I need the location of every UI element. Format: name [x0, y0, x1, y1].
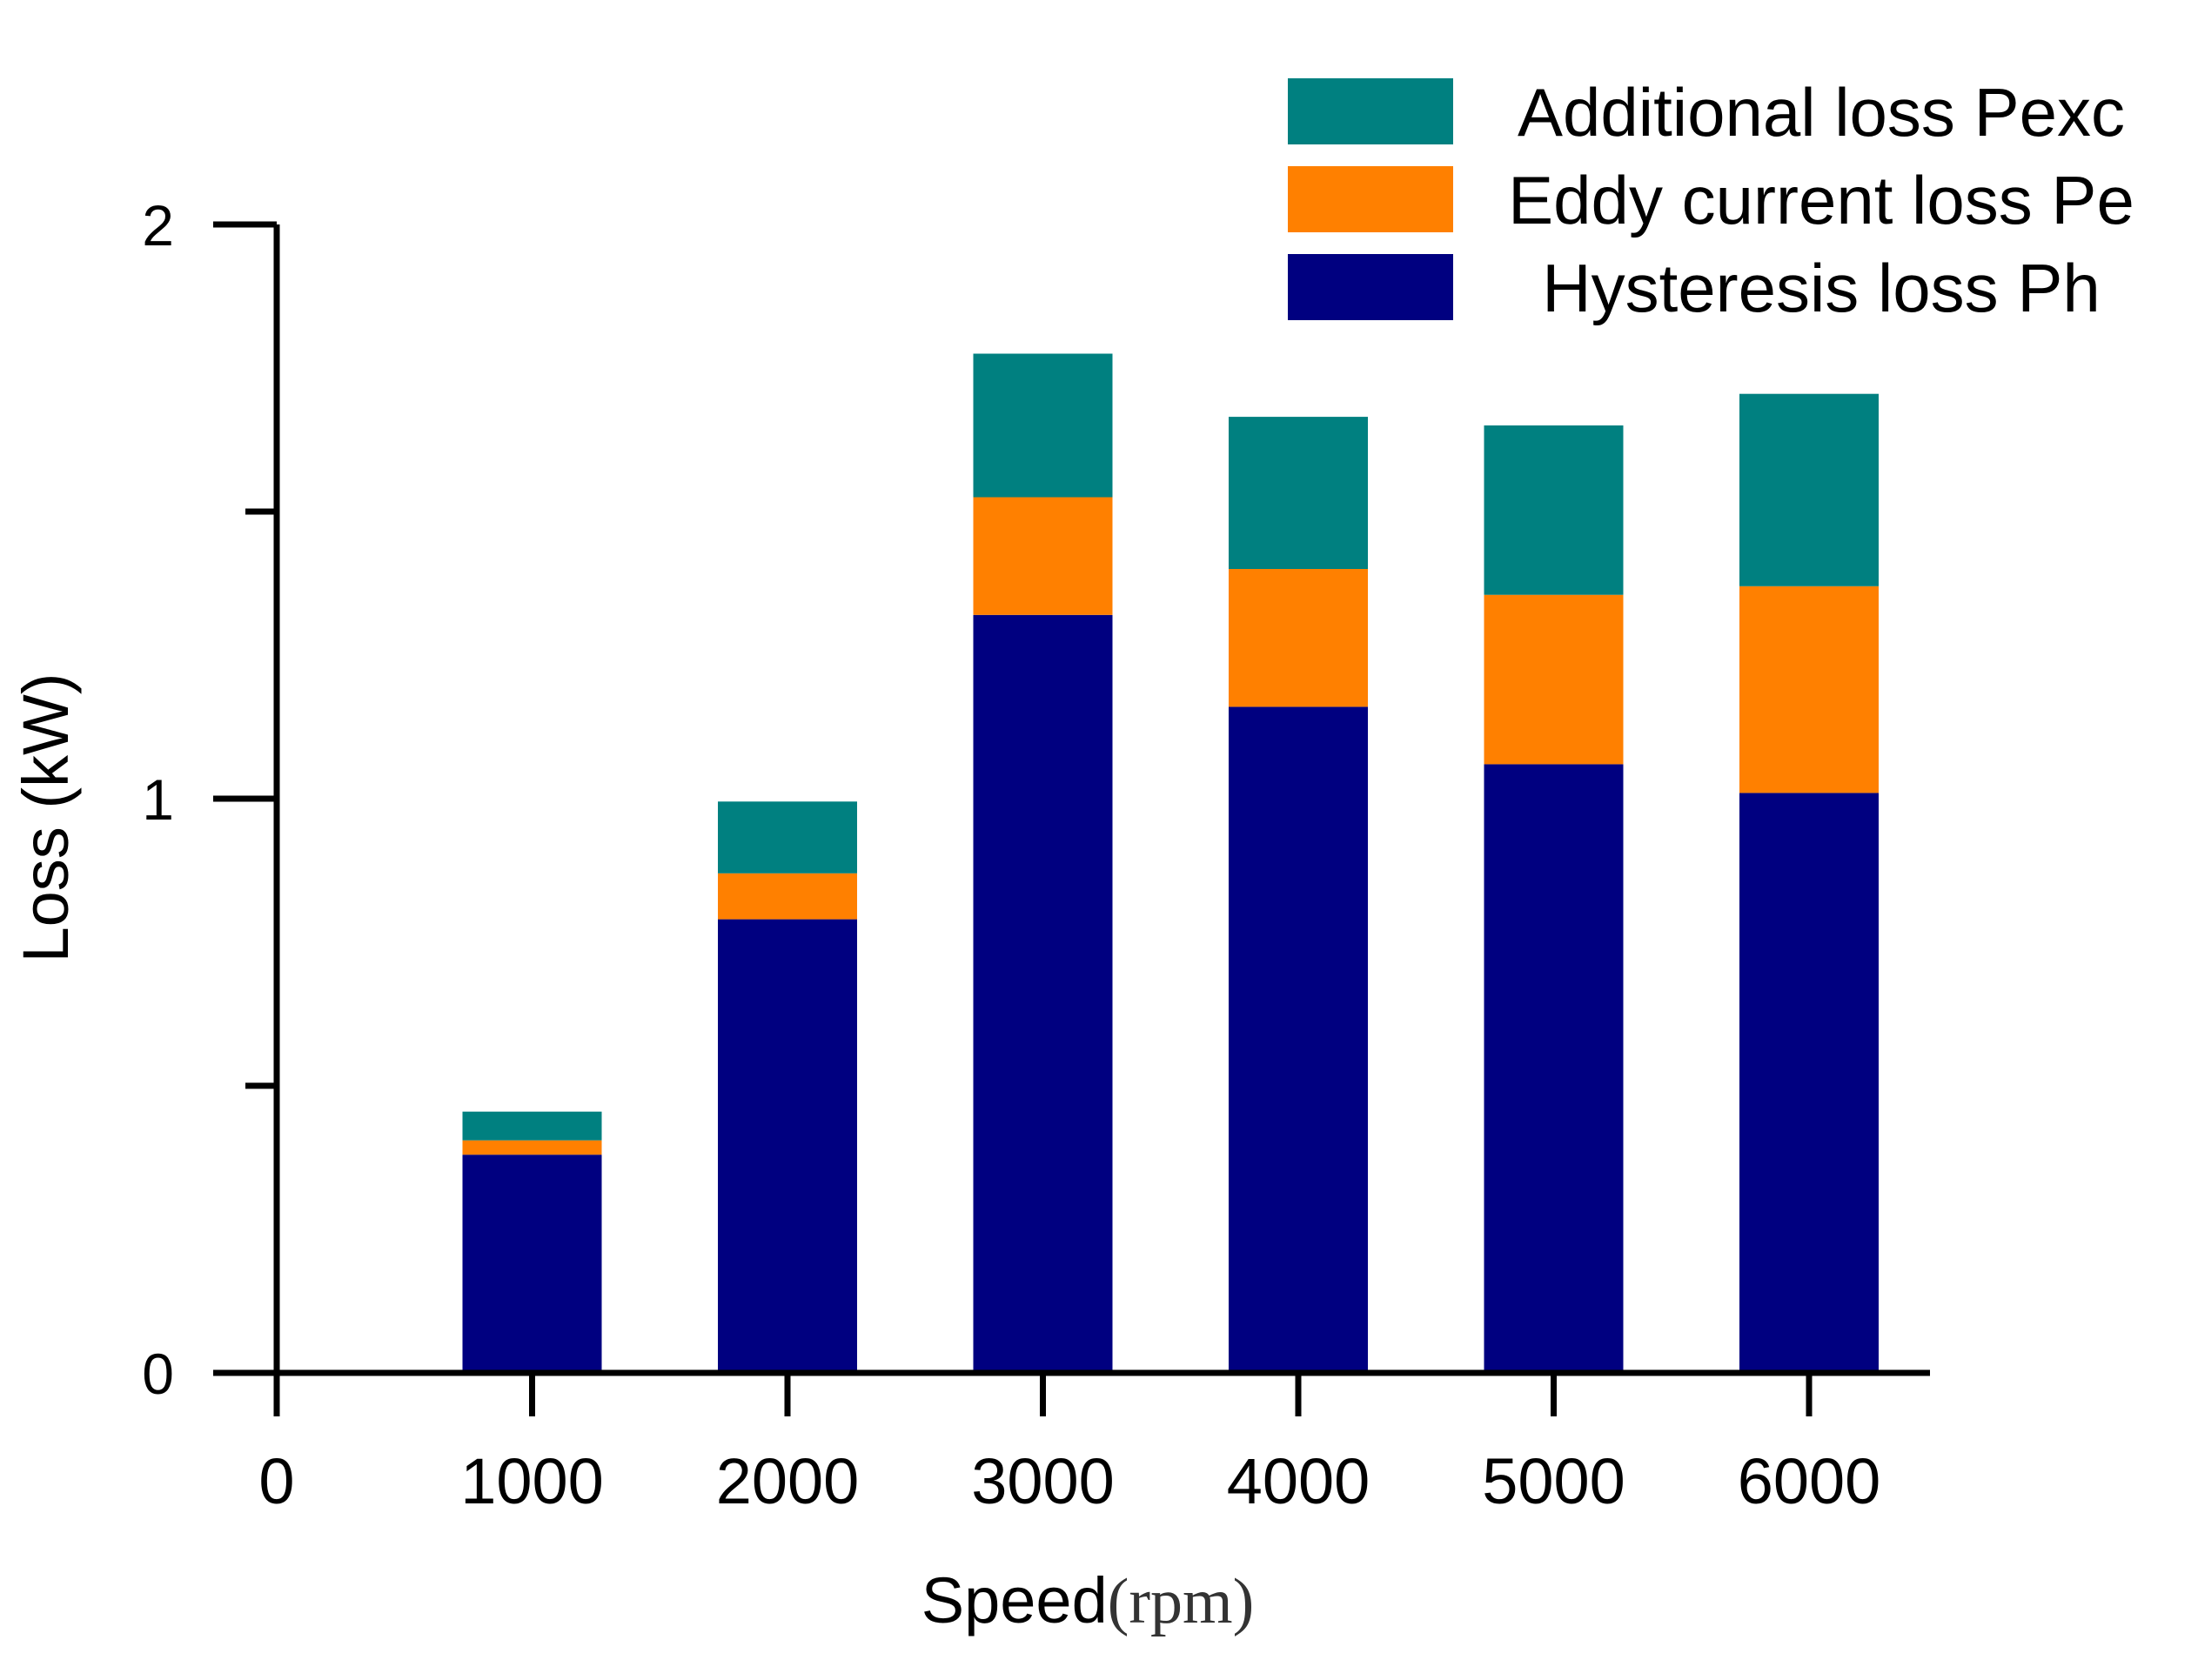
x-tick-label-6000: 6000 [1738, 1445, 1881, 1517]
x-axis-title-text: Speed [921, 1564, 1108, 1636]
bar-segment-6000-series-0 [1739, 793, 1879, 1373]
bar-segment-1000-series-0 [462, 1155, 602, 1373]
bar-segment-6000-series-1 [1739, 586, 1879, 793]
bar-segment-5000-series-0 [1484, 764, 1624, 1373]
bar-segment-2000-series-0 [718, 919, 857, 1373]
bar-segment-6000-series-2 [1739, 393, 1879, 586]
legend-label-2: Hysteresis loss Ph [1542, 250, 2101, 326]
x-tick-label-0: 0 [258, 1445, 294, 1517]
x-tick-label-5000: 5000 [1482, 1445, 1625, 1517]
legend-label-0: Additional loss Pexc [1518, 74, 2125, 151]
bar-segment-2000-series-1 [718, 873, 857, 920]
x-tick-label-4000: 4000 [1227, 1445, 1370, 1517]
bar-segment-3000-series-1 [973, 497, 1113, 615]
bar-segment-1000-series-1 [462, 1140, 602, 1155]
x-axis-title: Speed(rpm) [921, 1564, 1254, 1637]
legend: Additional loss Pexc Eddy current loss Pe… [1288, 74, 2134, 326]
axes-layer: 0 1000 2000 3000 4000 5000 6000 0 1 2 [142, 193, 1930, 1517]
x-tick-label-3000: 3000 [971, 1445, 1115, 1517]
bars-layer [462, 353, 1879, 1373]
bar-segment-4000-series-0 [1229, 706, 1368, 1373]
x-tick-label-2000: 2000 [716, 1445, 860, 1517]
bar-segment-4000-series-1 [1229, 569, 1368, 707]
x-tick-label-1000: 1000 [460, 1445, 604, 1517]
x-axis-title-unit: (rpm) [1108, 1566, 1255, 1637]
bar-segment-3000-series-2 [973, 353, 1113, 498]
y-tick-label-2: 2 [142, 193, 174, 258]
bar-segment-4000-series-2 [1229, 417, 1368, 569]
bar-segment-1000-series-2 [462, 1111, 602, 1141]
legend-swatch-2 [1288, 254, 1453, 320]
bar-segment-5000-series-1 [1484, 594, 1624, 765]
y-tick-label-0: 0 [142, 1342, 174, 1406]
bar-segment-5000-series-2 [1484, 425, 1624, 595]
y-axis-title: Loss (kW) [10, 673, 82, 963]
bar-segment-2000-series-2 [718, 801, 857, 873]
bar-segment-3000-series-0 [973, 614, 1113, 1373]
legend-swatch-1 [1288, 166, 1453, 232]
legend-swatch-0 [1288, 78, 1453, 144]
legend-label-1: Eddy current loss Pe [1508, 162, 2134, 238]
y-tick-label-1: 1 [142, 767, 174, 832]
